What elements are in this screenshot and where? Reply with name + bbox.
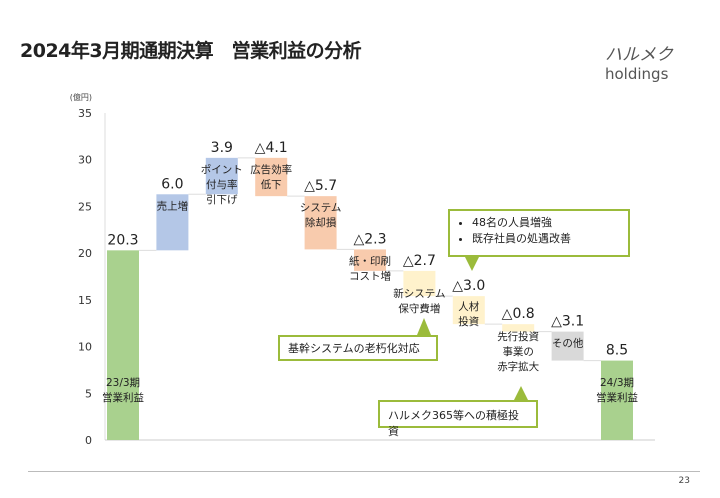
bar (403, 270, 436, 297)
callout-bullet: 48名の人員増強 (472, 214, 620, 230)
category-label: 新システム保守費増 (393, 287, 445, 315)
bar (304, 196, 337, 250)
bar (601, 360, 633, 440)
bar (502, 324, 535, 332)
category-label: 人材投資 (458, 300, 479, 328)
y-tick-label: 25 (78, 200, 92, 213)
arrow-up-icon (417, 318, 431, 335)
callout-investment: ハルメク365等への積極投資 (378, 400, 538, 438)
category-label: システム除却損 (300, 202, 342, 229)
value-label: 3.9 (211, 140, 233, 156)
value-label: △0.8 (502, 306, 535, 322)
bar (354, 249, 386, 271)
y-tick-label: 30 (78, 154, 92, 167)
y-tick-label: 35 (78, 107, 92, 120)
value-label: △2.7 (403, 253, 436, 269)
category-label: 紙・印刷コスト増 (349, 254, 391, 282)
callout-staff: 48名の人員増強既存社員の処遇改善 (448, 209, 630, 257)
value-label: △5.7 (304, 178, 337, 194)
footer-divider (28, 471, 700, 472)
y-tick-label: 10 (78, 341, 92, 354)
bar (452, 296, 485, 325)
value-label: △3.0 (452, 278, 485, 294)
value-label: 6.0 (161, 176, 183, 192)
callout-legacy-system: 基幹システムの老朽化対応 (278, 335, 438, 361)
bar (255, 157, 288, 197)
y-axis-unit: (億円) (70, 92, 92, 102)
bar (156, 194, 189, 251)
company-logo: ハルメクholdings (605, 45, 673, 83)
y-tick-label: 15 (78, 294, 92, 307)
page-number: 23 (678, 476, 690, 486)
value-label: 20.3 (107, 232, 138, 248)
category-label: 23/3期営業利益 (102, 377, 144, 404)
arrow-down-icon (465, 257, 479, 271)
category-label: その他 (552, 337, 584, 350)
category-label: 先行投資事業の赤字拡大 (497, 330, 539, 373)
category-label: 24/3期営業利益 (596, 377, 638, 404)
arrow-up-icon (514, 386, 528, 400)
y-tick-label: 20 (78, 247, 92, 260)
value-label: △2.3 (353, 231, 386, 247)
value-label: △4.1 (255, 140, 288, 156)
category-label: ポイント付与率引下げ (201, 164, 243, 206)
value-label: △3.1 (551, 314, 584, 330)
y-tick-label: 5 (85, 387, 92, 400)
bar (205, 157, 238, 195)
bar (551, 331, 584, 361)
value-label: 8.5 (606, 343, 628, 359)
y-tick-label: 0 (85, 434, 92, 447)
page-title: 2024年3月期通期決算 営業利益の分析 (20, 40, 362, 62)
category-label: 売上増 (157, 199, 189, 212)
category-label: 広告効率低下 (250, 163, 292, 191)
callout-bullet: 既存社員の処遇改善 (472, 230, 620, 246)
bar (107, 250, 139, 440)
